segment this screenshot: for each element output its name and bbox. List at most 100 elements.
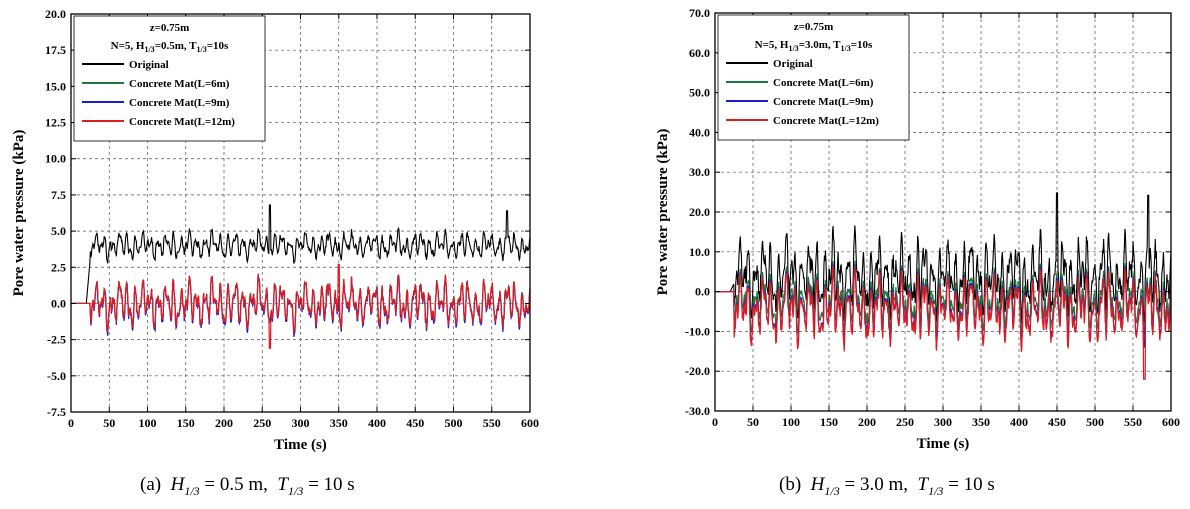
legend-label-concrete-mat-l-12m: Concrete Mat(L=12m) [129, 116, 235, 128]
caption-a-h-value: = 0.5 m, [204, 474, 268, 495]
y-tick-label: 5.0 [51, 224, 66, 238]
y-axis-title: Pore water pressure (kPa) [11, 130, 27, 297]
chart-b: 0 50 100 150 200 250 300 350 400 450 500 550 600 -30.… [655, 6, 1180, 452]
x-tick-label: 500 [445, 416, 463, 430]
x-tick-label: 250 [253, 416, 271, 430]
y-tick-label: 70.0 [689, 6, 710, 20]
y-tick-label: 20.0 [689, 205, 710, 219]
y-tick-label: 40.0 [689, 125, 710, 139]
legend-subscript: 1/3 [841, 44, 851, 53]
chart-panel-b: 0 50 100 150 200 250 300 350 400 450 500 550 600 -30.… [645, 0, 1190, 509]
x-tick-label: 0 [68, 416, 74, 430]
x-tick-label: 550 [483, 416, 501, 430]
x-tick-label: 450 [406, 416, 424, 430]
legend-title-part: =10s [851, 39, 873, 51]
legend-title-part: N=5, H [111, 40, 145, 52]
legend-label-original: Original [773, 58, 813, 70]
x-tick-label: 300 [934, 415, 952, 429]
caption-b-t-sub: 1/3 [928, 483, 944, 498]
series-line-concrete-mat-l-12m [715, 265, 1172, 380]
x-tick-label: 550 [1124, 415, 1142, 429]
x-tick-label: 250 [896, 415, 914, 429]
x-tick-label: 600 [1162, 415, 1180, 429]
series-line-original [71, 204, 531, 304]
y-tick-label: 12.5 [45, 116, 66, 130]
x-tick-label: 100 [139, 416, 157, 430]
legend-title-wave: N=5, H1/3=0.5m, T1/3=10s [111, 40, 229, 54]
y-tick-label: -7.5 [47, 405, 66, 419]
y-tick-label: 2.5 [51, 260, 66, 274]
series-line-original [715, 192, 1172, 325]
x-axis-title: Time (s) [917, 436, 970, 452]
legend-label-concrete-mat-l-9m: Concrete Mat(L=9m) [129, 97, 230, 109]
x-tick-label: 350 [330, 416, 348, 430]
legend-subscript: 1/3 [197, 45, 207, 54]
caption-a-t-value: = 10 s [308, 474, 355, 495]
grid [715, 13, 1171, 411]
legend-title-part: =3.0m, T [799, 39, 841, 51]
chart-panel-a: 0 50 100 150 200 250 300 350 400 450 500 550 600 -7.5… [0, 0, 560, 509]
legend-label-concrete-mat-l-12m: Concrete Mat(L=12m) [773, 115, 879, 127]
y-tick-label: -2.5 [47, 333, 66, 347]
x-tick-label: 400 [1010, 415, 1028, 429]
x-tick-label: 200 [858, 415, 876, 429]
y-tick-label: 0.0 [695, 285, 710, 299]
grid [71, 14, 530, 412]
y-tick-label: 30.0 [689, 165, 710, 179]
caption-a-h-sub: 1/3 [184, 483, 200, 498]
x-tick-label: 300 [292, 416, 310, 430]
legend-title-part: N=5, H [755, 39, 789, 51]
caption-a: (a) H1/3 = 0.5 m, T1/3 = 10 s [140, 474, 355, 499]
caption-b-h: H [810, 474, 825, 495]
caption-b-h-sub: 1/3 [824, 483, 840, 498]
y-tick-label: 7.5 [51, 188, 66, 202]
x-tick-label: 50 [747, 415, 759, 429]
series-line-concrete-mat-l-6m [715, 260, 1172, 338]
y-tick-label: 10.0 [45, 152, 66, 166]
x-tick-label: 200 [215, 416, 233, 430]
caption-b-t: T [917, 474, 929, 495]
legend-title-depth: z=0.75m [794, 21, 834, 33]
x-tick-label: 600 [521, 416, 539, 430]
y-tick-label: 17.5 [45, 43, 66, 57]
legend-title-wave: N=5, H1/3=3.0m, T1/3=10s [755, 39, 873, 53]
y-tick-label: -30.0 [685, 404, 710, 418]
x-tick-label: 150 [820, 415, 838, 429]
y-tick-label: 10.0 [689, 245, 710, 259]
caption-a-h: H [170, 474, 185, 495]
caption-a-t: T [277, 474, 288, 495]
legend-label-original: Original [129, 59, 169, 71]
series-line-concrete-mat-l-9m [715, 263, 1172, 351]
legend-label-concrete-mat-l-6m: Concrete Mat(L=6m) [773, 77, 874, 89]
caption-b-h-value: = 3.0 m, [844, 474, 908, 495]
y-tick-label: 20.0 [45, 7, 66, 21]
caption-b-label: (b) [779, 474, 802, 495]
legend-label-concrete-mat-l-9m: Concrete Mat(L=9m) [773, 96, 874, 108]
x-tick-label: 150 [177, 416, 195, 430]
legend-label-concrete-mat-l-6m: Concrete Mat(L=6m) [129, 78, 230, 90]
caption-b: (b) H1/3 = 3.0 m, T1/3 = 10 s [779, 474, 995, 499]
x-tick-label: 450 [1048, 415, 1066, 429]
x-axis-title: Time (s) [274, 437, 327, 453]
y-tick-label: -20.0 [685, 364, 710, 378]
series-line-concrete-mat-l-12m [71, 263, 531, 349]
legend-subscript: 1/3 [788, 44, 798, 53]
caption-b-t-value: = 10 s [948, 474, 995, 495]
chart-a: 0 50 100 150 200 250 300 350 400 450 500 550 600 -7.5… [11, 7, 539, 453]
y-tick-label: -10.0 [685, 324, 710, 338]
y-tick-label: 60.0 [689, 46, 710, 60]
legend-title-part: =0.5m, T [155, 40, 197, 52]
y-axis-title: Pore water pressure (kPa) [655, 129, 671, 296]
x-tick-label: 350 [972, 415, 990, 429]
caption-a-t-sub: 1/3 [288, 483, 304, 498]
x-tick-label: 0 [712, 415, 718, 429]
y-tick-label: 0.0 [51, 296, 66, 310]
y-tick-label: 15.0 [45, 79, 66, 93]
caption-a-label: (a) [140, 474, 162, 495]
legend-subscript: 1/3 [144, 45, 154, 54]
x-tick-label: 50 [103, 416, 115, 430]
x-tick-label: 100 [782, 415, 800, 429]
x-tick-label: 400 [368, 416, 386, 430]
